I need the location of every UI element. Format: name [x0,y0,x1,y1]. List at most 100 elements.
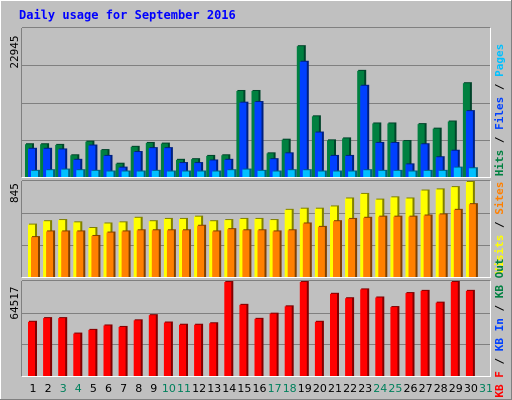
bar-sites [363,217,371,277]
x-tick-label: 11 [177,382,191,395]
bar-sites [423,215,431,277]
x-tick-label: 18 [283,382,297,395]
bar-files [420,144,428,177]
bar-kb-f [103,325,111,376]
bar-pages [287,170,295,177]
bar-files [148,148,156,177]
bar-kb-f [254,318,262,376]
x-tick-label: 5 [90,382,97,395]
bar-files [73,159,81,177]
panel-legend: Visits / Sites [493,182,506,275]
bar-pages [197,171,205,177]
legend-pages: Pages [493,44,506,77]
bar-pages [257,170,265,177]
hits-files-pages-panel: 22945 Hits / Files / Pages [8,27,506,178]
x-tick-label: 9 [150,382,157,395]
bar-files [224,159,232,177]
bar-files [103,155,111,177]
bar-sites [438,214,446,277]
legend-kb-f: KB F [493,371,506,398]
x-tick-label: 21 [328,382,342,395]
bar-sites [182,230,189,277]
bar-pages [182,171,189,177]
bar-kb-f [118,326,126,376]
bar-kb-f [420,290,428,376]
bar-files [450,150,458,177]
bar-sites [106,232,114,277]
bar-pages [453,167,461,177]
legend-separator: / [493,351,506,371]
bar-pages [31,170,38,177]
x-tick-label: 19 [298,382,312,395]
bar-kb-f [88,329,96,376]
bar-pages [317,171,325,177]
bar-pages [151,170,159,177]
bar-sites [393,216,401,277]
bar-sites [378,216,386,277]
x-tick-label: 25 [388,382,402,395]
axis-max-label: 64517 [8,286,21,319]
bar-files [179,163,186,177]
x-tick-label: 2 [45,382,52,395]
x-tick-label: 17 [268,382,282,395]
bar-pages [136,171,144,177]
bar-kb-f [209,323,217,376]
bar-sites [46,231,54,277]
bar-sites [408,216,416,277]
legend-kb-in: KB In [493,318,506,351]
bar-sites [121,231,129,277]
bar-pages [302,170,310,177]
bar-sites [272,231,280,277]
bar-hits [447,121,455,177]
x-tick-label: 15 [237,382,251,395]
bar-kb-f [194,324,202,376]
bar-pages [468,168,476,177]
bar-pages [106,171,114,177]
bar-pages [333,171,340,177]
bar-files [360,85,368,177]
bar-kb-f [330,293,337,376]
bar-pages [212,171,220,177]
bar-kb-f [284,306,292,376]
legend-separator: / [493,298,506,318]
bar-sites [197,225,205,277]
bar-pages [363,170,371,177]
bar-kb-f [405,293,413,376]
x-tick-label: 13 [207,382,221,395]
bar-sites [468,204,476,277]
x-tick-label: 4 [75,382,82,395]
bar-sites [227,229,235,277]
bar-kb-f [58,318,66,376]
bar-files [330,155,337,177]
bar-files [239,102,247,177]
bar-kb-f [360,289,368,376]
axis-max-label: 22945 [8,35,21,68]
x-tick-label: 6 [105,382,112,395]
bar-files [375,142,383,177]
bar-files [314,132,322,177]
bar-sites [348,218,356,277]
bar-files [194,163,202,177]
bar-files [254,102,262,177]
bar-kb-f [163,322,171,376]
bar-kb-f [450,282,458,376]
bar-files [88,145,96,177]
bar-kb-f [179,324,186,376]
bar-pages [121,171,129,177]
bar-kb-f [239,304,247,376]
legend-files: Files [493,97,506,130]
bar-kb-f [435,302,443,376]
x-tick-label: 23 [358,382,372,395]
bar-sites [333,221,340,277]
bar-sites [136,230,144,277]
bar-kb-f [299,282,307,376]
bar-files [133,152,141,177]
bar-sites [242,230,250,277]
legend-hits: Hits [493,150,506,177]
x-axis-day-labels: 1 2 3 4 5 6 7 8 9 10 11 12 13 14 15 16 17 18 19 20 21 22 23 24 2… [30,382,494,395]
x-tick-label: 31 [479,382,493,395]
bar-files [299,61,307,177]
bar-sites [302,223,310,277]
